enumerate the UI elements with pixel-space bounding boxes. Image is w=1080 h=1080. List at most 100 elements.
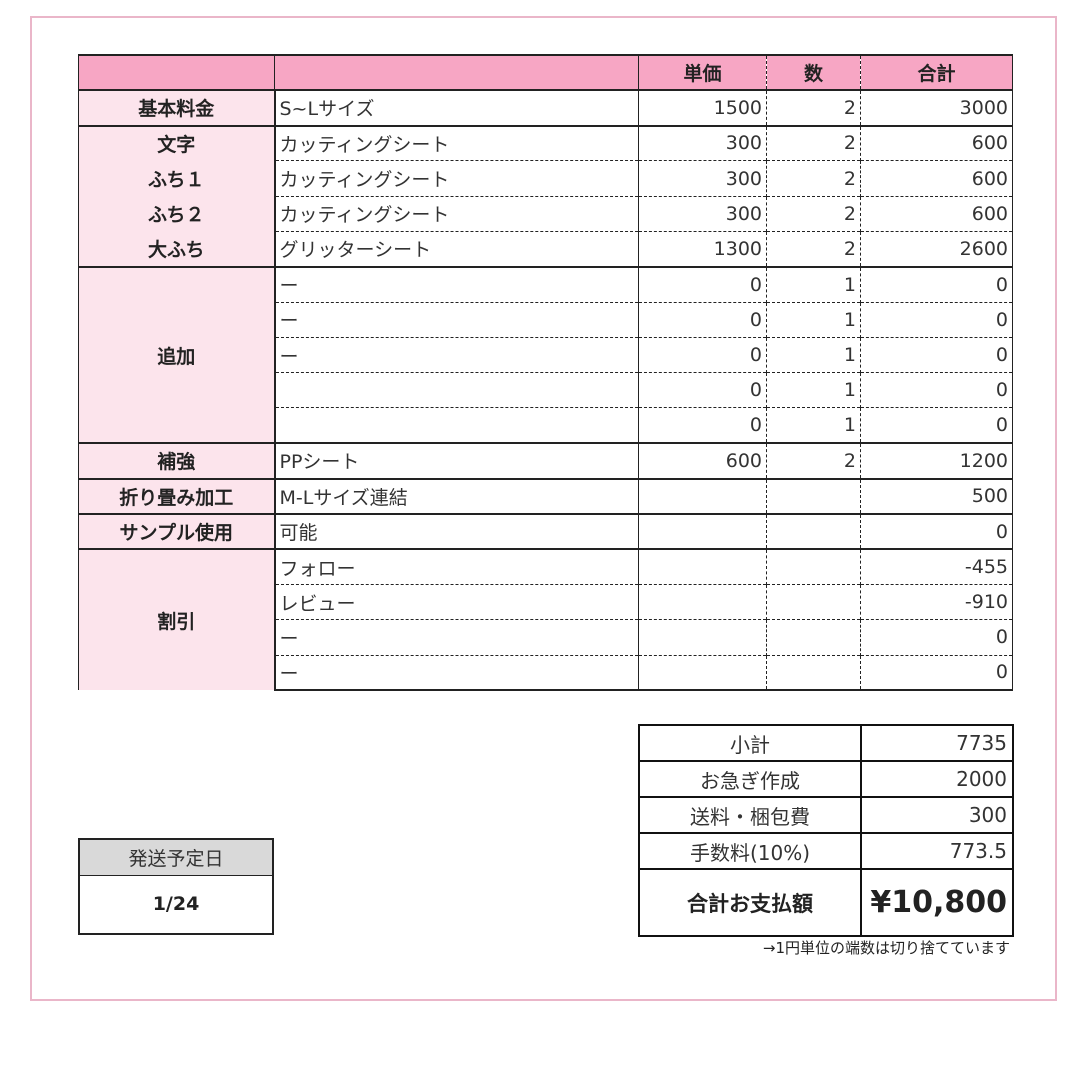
item-description: S~Lサイズ — [274, 89, 639, 126]
quantity: 1 — [766, 336, 861, 373]
unit-price: 300 — [638, 124, 767, 161]
summary-row: 送料・梱包費 300 — [638, 796, 1014, 834]
summary-value: 2000 — [860, 760, 1014, 798]
summary-row: お急ぎ作成 2000 — [638, 760, 1014, 798]
table-row: 折り畳み加工 M-Lサイズ連結 500 — [78, 477, 1013, 514]
item-description: ー — [274, 301, 639, 338]
quantity — [766, 548, 861, 585]
table-row: 基本料金 S~Lサイズ 1500 2 3000 — [78, 89, 1013, 126]
line-total: 0 — [860, 654, 1013, 692]
unit-price: 0 — [638, 407, 767, 444]
row-label: ふち１ — [78, 160, 276, 197]
summary-row: 手数料(10%) 773.5 — [638, 832, 1014, 870]
line-total: 0 — [860, 265, 1013, 303]
summary-label: 手数料(10%) — [638, 832, 862, 870]
item-description: グリッターシート — [274, 230, 639, 267]
item-description: M-Lサイズ連結 — [274, 477, 639, 514]
unit-price: 300 — [638, 160, 767, 197]
quantity: 2 — [766, 160, 861, 197]
summary-row: 小計 7735 — [638, 724, 1014, 762]
quantity: 2 — [766, 89, 861, 126]
unit-price — [638, 654, 767, 692]
unit-price: 0 — [638, 372, 767, 408]
row-label: ふち２ — [78, 196, 276, 232]
item-description: ー — [274, 265, 639, 303]
unit-price: 0 — [638, 336, 767, 373]
group-label: 折り畳み加工 — [78, 477, 276, 514]
item-description: カッティングシート — [274, 160, 639, 197]
unit-price: 1300 — [638, 230, 767, 267]
header-row: 単価数合計 — [78, 53, 1013, 92]
unit-price — [638, 619, 767, 656]
unit-price: 0 — [638, 301, 767, 338]
line-total: 2600 — [860, 230, 1013, 267]
header-desc — [274, 53, 639, 92]
rounding-note: →1円単位の端数は切り捨てています — [762, 939, 1010, 957]
line-total: 3000 — [860, 89, 1013, 126]
table-row: サンプル使用 可能 0 — [78, 512, 1013, 550]
line-total: 600 — [860, 160, 1013, 197]
item-description: ー — [274, 619, 639, 656]
summary-label: 合計お支払額 — [638, 868, 862, 937]
quantity: 1 — [766, 407, 861, 444]
shipping-date-value: 1/24 — [78, 874, 274, 935]
line-total: 0 — [860, 336, 1013, 373]
quantity: 1 — [766, 372, 861, 408]
price-table: 単価数合計 基本料金 S~Lサイズ 1500 2 3000 文字 カッティングシート 300 2 6… — [78, 53, 1013, 692]
row-label: 文字 — [78, 124, 276, 161]
header-qty: 数 — [766, 53, 861, 92]
unit-price — [638, 477, 767, 514]
summary-value: 7735 — [860, 724, 1014, 762]
item-description: カッティングシート — [274, 124, 639, 161]
item-description: ー — [274, 654, 639, 692]
line-total: -455 — [860, 548, 1013, 585]
line-total: 600 — [860, 124, 1013, 161]
page-frame — [30, 16, 1057, 1001]
summary-label: 送料・梱包費 — [638, 796, 862, 834]
quantity — [766, 512, 861, 550]
quantity — [766, 619, 861, 656]
line-total: 500 — [860, 477, 1013, 514]
header-total: 合計 — [860, 53, 1013, 92]
quantity: 2 — [766, 230, 861, 267]
unit-price: 0 — [638, 265, 767, 303]
unit-price — [638, 512, 767, 550]
item-description — [274, 407, 639, 444]
line-total: 0 — [860, 372, 1013, 408]
item-description: PPシート — [274, 442, 639, 479]
item-description — [274, 372, 639, 408]
group-label: サンプル使用 — [78, 512, 276, 550]
quantity: 2 — [766, 124, 861, 161]
group-label: 補強 — [78, 442, 276, 479]
line-total: 600 — [860, 195, 1013, 232]
table-row: 大ふち グリッターシート 1300 2 2600 — [78, 230, 1013, 267]
line-total: 0 — [860, 407, 1013, 444]
item-description: レビュー — [274, 583, 639, 620]
header-label — [78, 53, 275, 92]
summary-value: 300 — [860, 796, 1014, 834]
summary-label: 小計 — [638, 724, 862, 762]
line-total: 0 — [860, 512, 1013, 550]
summary-label: お急ぎ作成 — [638, 760, 862, 798]
table-row: 補強 PPシート 600 2 1200 — [78, 442, 1013, 479]
line-total: -910 — [860, 583, 1013, 620]
unit-price — [638, 548, 767, 585]
line-total: 1200 — [860, 442, 1013, 479]
quantity — [766, 654, 861, 692]
row-label: 大ふち — [78, 231, 276, 267]
summary-value: ¥10,800 — [860, 868, 1014, 937]
header-unit-price: 単価 — [638, 53, 767, 92]
quantity: 2 — [766, 195, 861, 232]
table-row: 追加ー 0 1 0 — [78, 265, 1013, 444]
line-total: 0 — [860, 619, 1013, 656]
quantity — [766, 583, 861, 620]
item-description: ー — [274, 336, 639, 373]
shipping-date-box: 発送予定日 1/24 — [78, 838, 274, 935]
grand-total-row: 合計お支払額 ¥10,800 — [638, 868, 1014, 937]
table-row: レビュー -910 — [79, 583, 1013, 620]
table-row: ふち２ カッティングシート 300 2 600 — [78, 195, 1013, 232]
